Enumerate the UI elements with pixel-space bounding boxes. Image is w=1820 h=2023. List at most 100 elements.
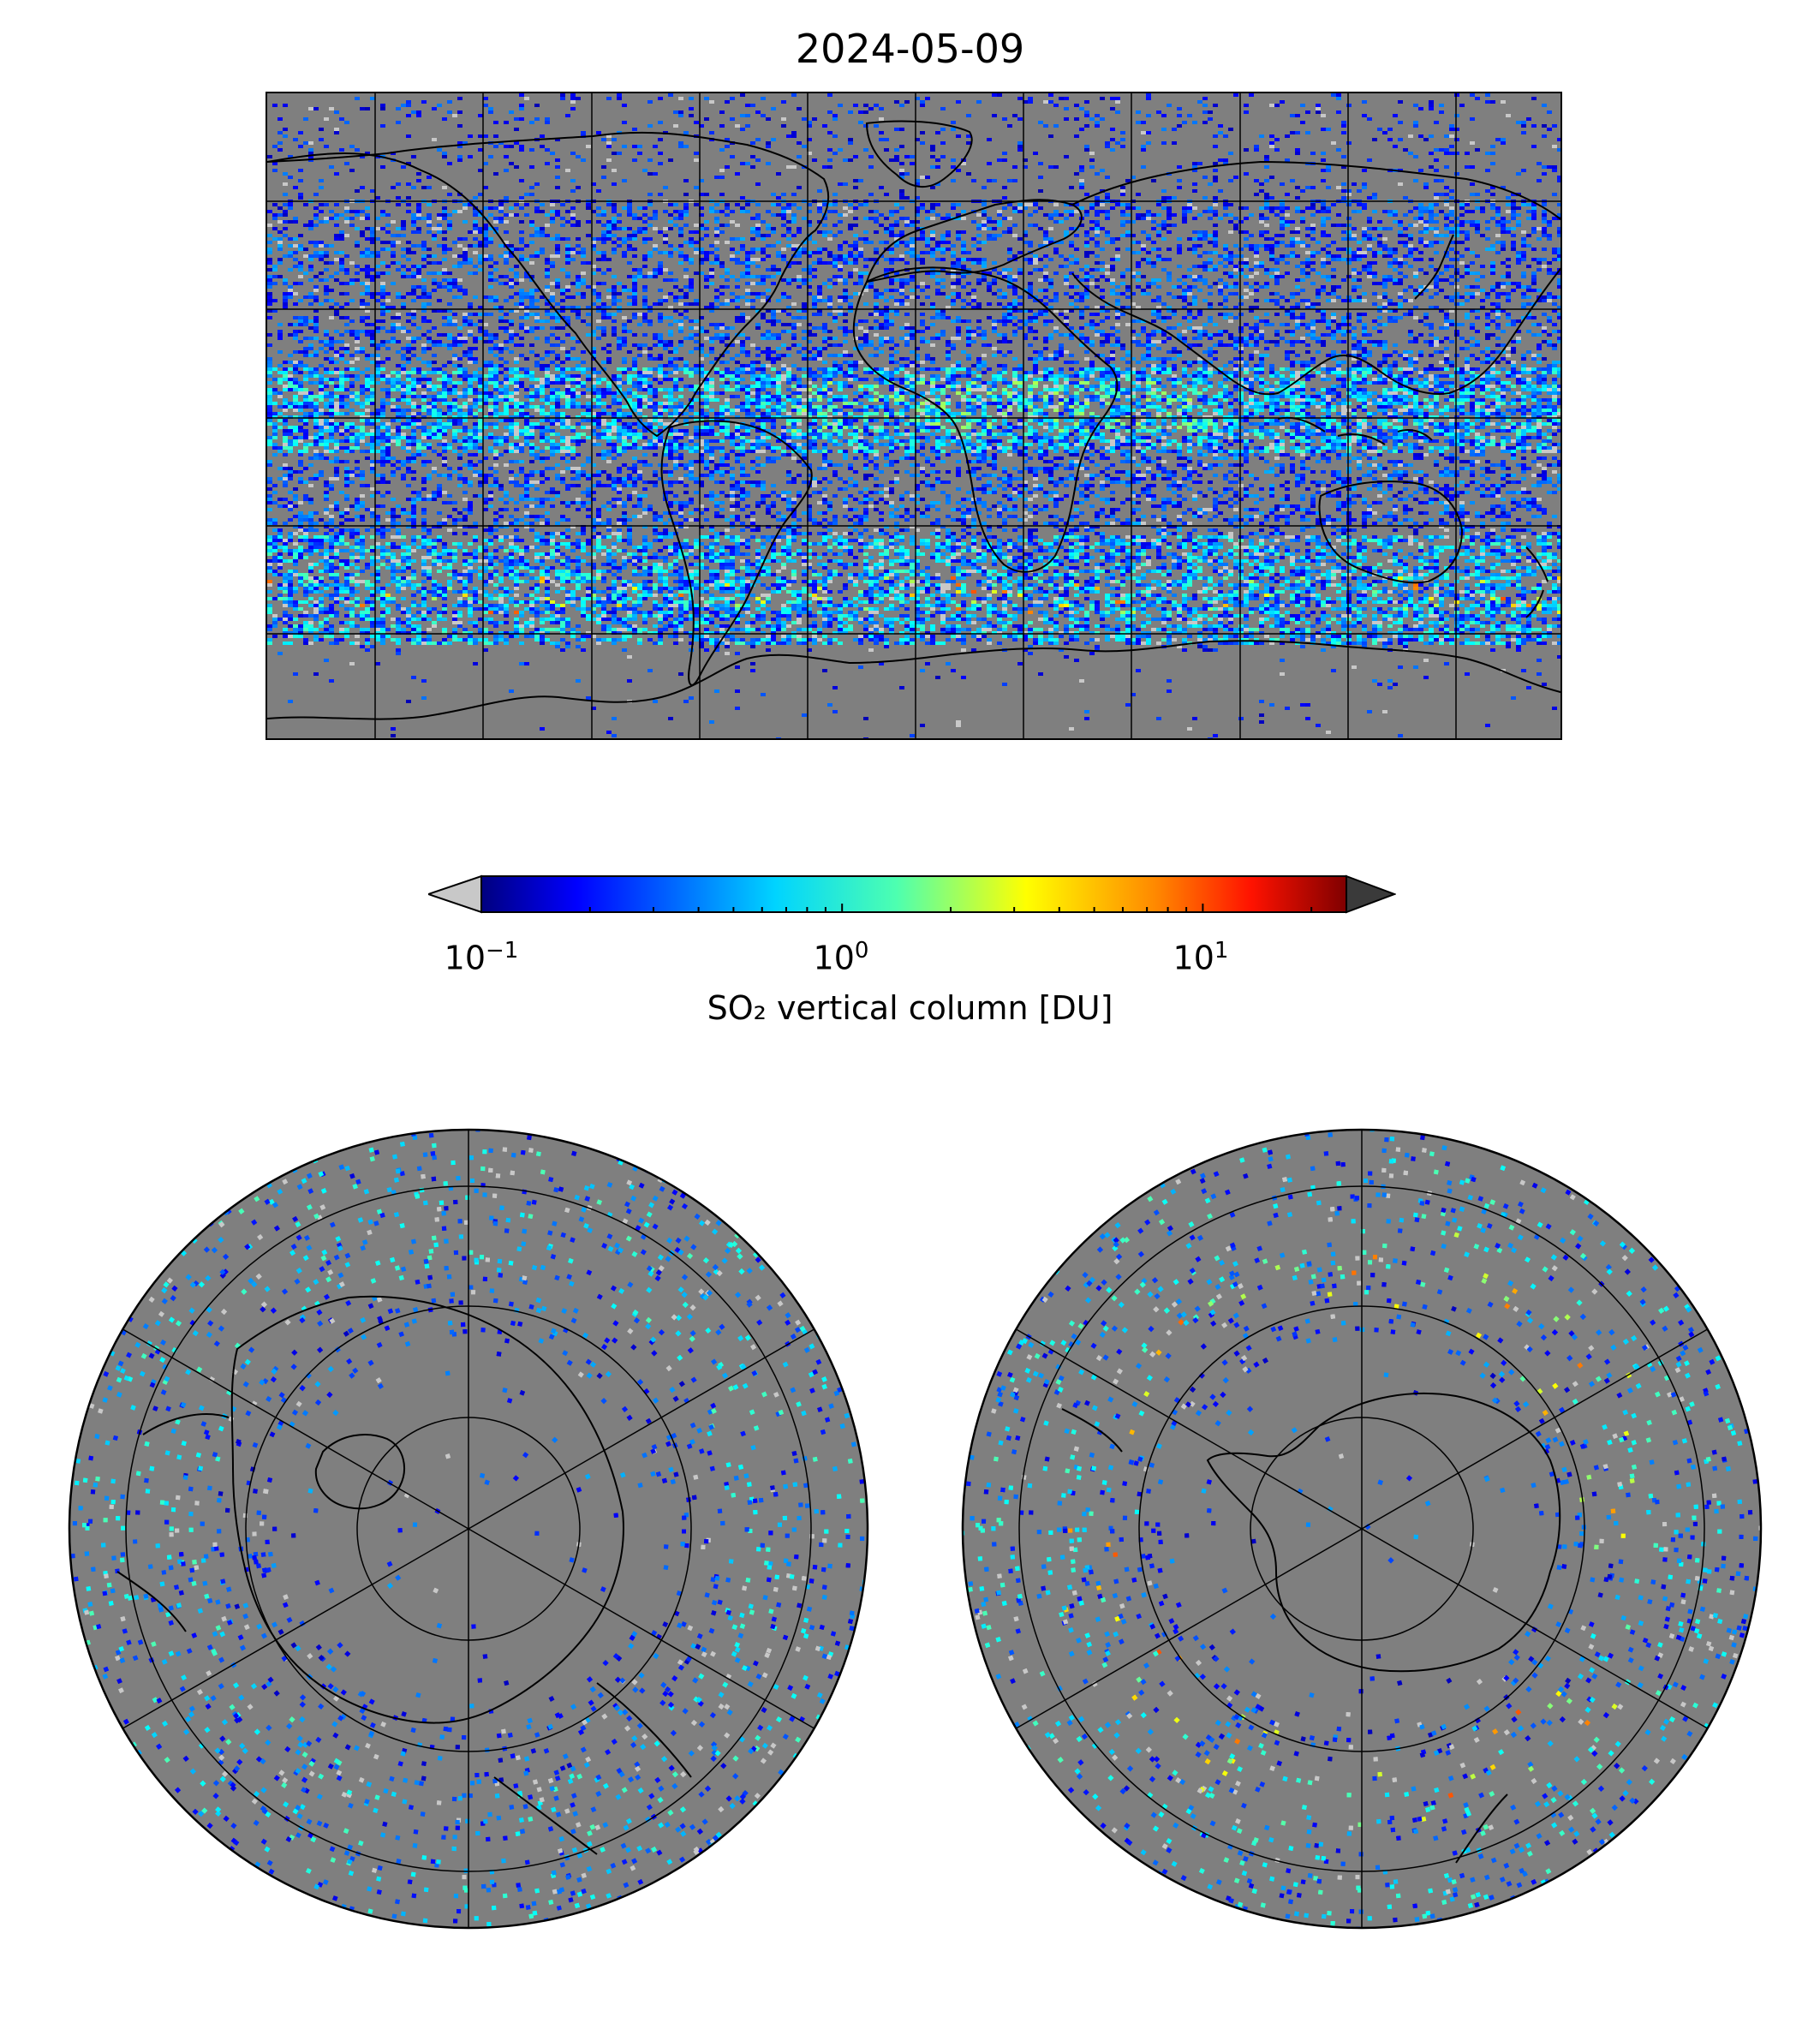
so2-pixel — [1357, 278, 1362, 282]
so2-pixel — [1444, 213, 1449, 217]
so2-pixel — [868, 326, 874, 330]
so2-pixel — [673, 278, 678, 282]
so2-pixel — [1059, 313, 1064, 316]
so2-pixel — [868, 217, 874, 220]
so2-pixel — [971, 330, 976, 333]
so2-pixel — [1136, 333, 1141, 337]
so2-pixel — [1403, 254, 1408, 258]
so2-pixel — [524, 258, 529, 261]
so2-pixel — [1326, 278, 1331, 282]
so2-pixel — [1521, 272, 1526, 275]
so2-pixel — [992, 319, 997, 323]
so2-pixel — [1331, 289, 1336, 292]
so2-pixel — [591, 241, 596, 244]
so2-pixel — [1244, 337, 1249, 340]
so2-pixel — [1326, 234, 1331, 237]
so2-pixel — [1125, 268, 1131, 272]
so2-pixel — [622, 343, 627, 347]
so2-pixel — [1079, 186, 1084, 189]
so2-pixel — [1459, 224, 1465, 227]
so2-pixel — [812, 306, 817, 309]
so2-pixel — [1444, 193, 1449, 196]
so2-pixel — [1202, 268, 1208, 272]
so2-pixel — [1059, 347, 1064, 350]
so2-pixel — [1449, 248, 1454, 251]
so2-pixel — [514, 248, 519, 251]
so2-pixel — [1074, 330, 1079, 333]
so2-pixel — [1084, 272, 1089, 275]
so2-pixel — [1485, 333, 1490, 337]
so2-pixel — [1244, 104, 1249, 107]
so2-pixel — [519, 248, 524, 251]
so2-pixel — [1233, 306, 1238, 309]
so2-pixel — [1557, 203, 1560, 206]
so2-pixel — [1321, 114, 1326, 117]
so2-pixel — [1233, 282, 1238, 285]
so2-pixel — [555, 213, 560, 217]
so2-pixel — [1372, 138, 1377, 141]
so2-pixel — [1213, 323, 1218, 326]
so2-pixel — [1156, 224, 1161, 227]
so2-pixel — [1434, 227, 1439, 230]
so2-pixel — [781, 278, 786, 282]
so2-pixel — [1208, 234, 1213, 237]
so2-pixel — [1280, 100, 1285, 104]
so2-pixel — [1048, 258, 1053, 261]
so2-pixel — [719, 193, 725, 196]
so2-pixel — [529, 306, 534, 309]
so2-pixel — [313, 289, 319, 292]
so2-pixel — [468, 258, 473, 261]
so2-pixel — [817, 313, 822, 316]
so2-pixel — [1254, 316, 1259, 319]
so2-pixel — [1547, 319, 1552, 323]
so2-pixel — [1321, 220, 1326, 224]
so2-pixel — [1521, 258, 1526, 261]
so2-pixel — [843, 158, 848, 162]
so2-pixel — [755, 224, 761, 227]
so2-pixel — [663, 299, 668, 302]
so2-pixel — [1521, 292, 1526, 295]
so2-pixel — [1167, 217, 1172, 220]
so2-pixel — [534, 182, 540, 186]
so2-pixel — [1233, 285, 1238, 289]
so2-pixel — [1542, 220, 1547, 224]
so2-pixel — [1202, 333, 1208, 337]
so2-pixel — [1100, 289, 1105, 292]
so2-pixel — [1413, 179, 1418, 182]
so2-pixel — [421, 306, 427, 309]
so2-pixel — [755, 309, 761, 313]
so2-pixel — [642, 230, 647, 234]
so2-pixel — [622, 227, 627, 230]
so2-pixel — [817, 248, 822, 251]
so2-pixel — [319, 179, 324, 182]
so2-pixel — [324, 278, 329, 282]
so2-pixel — [884, 337, 889, 340]
so2-pixel — [971, 299, 976, 302]
so2-pixel — [848, 227, 853, 230]
so2-pixel — [498, 309, 504, 313]
so2-pixel — [1310, 206, 1316, 210]
so2-pixel — [694, 347, 699, 350]
so2-pixel — [1007, 306, 1012, 309]
so2-pixel — [1064, 275, 1069, 278]
so2-pixel — [1254, 340, 1259, 343]
so2-pixel — [781, 330, 786, 333]
so2-pixel — [658, 272, 663, 275]
so2-pixel — [1444, 265, 1449, 268]
so2-pixel — [416, 230, 421, 234]
so2-pixel — [1300, 210, 1305, 213]
so2-pixel — [1357, 248, 1362, 251]
so2-pixel — [591, 244, 596, 248]
so2-pixel — [1110, 289, 1115, 292]
so2-pixel — [483, 333, 488, 337]
so2-pixel — [755, 258, 761, 261]
so2-pixel — [1151, 261, 1156, 265]
so2-pixel — [391, 241, 396, 244]
so2-pixel — [1053, 350, 1059, 354]
so2-pixel — [606, 141, 612, 145]
so2-pixel — [370, 230, 375, 234]
so2-pixel — [1095, 234, 1100, 237]
so2-pixel — [396, 107, 401, 110]
so2-pixel — [1136, 241, 1141, 244]
so2-pixel — [910, 244, 915, 248]
